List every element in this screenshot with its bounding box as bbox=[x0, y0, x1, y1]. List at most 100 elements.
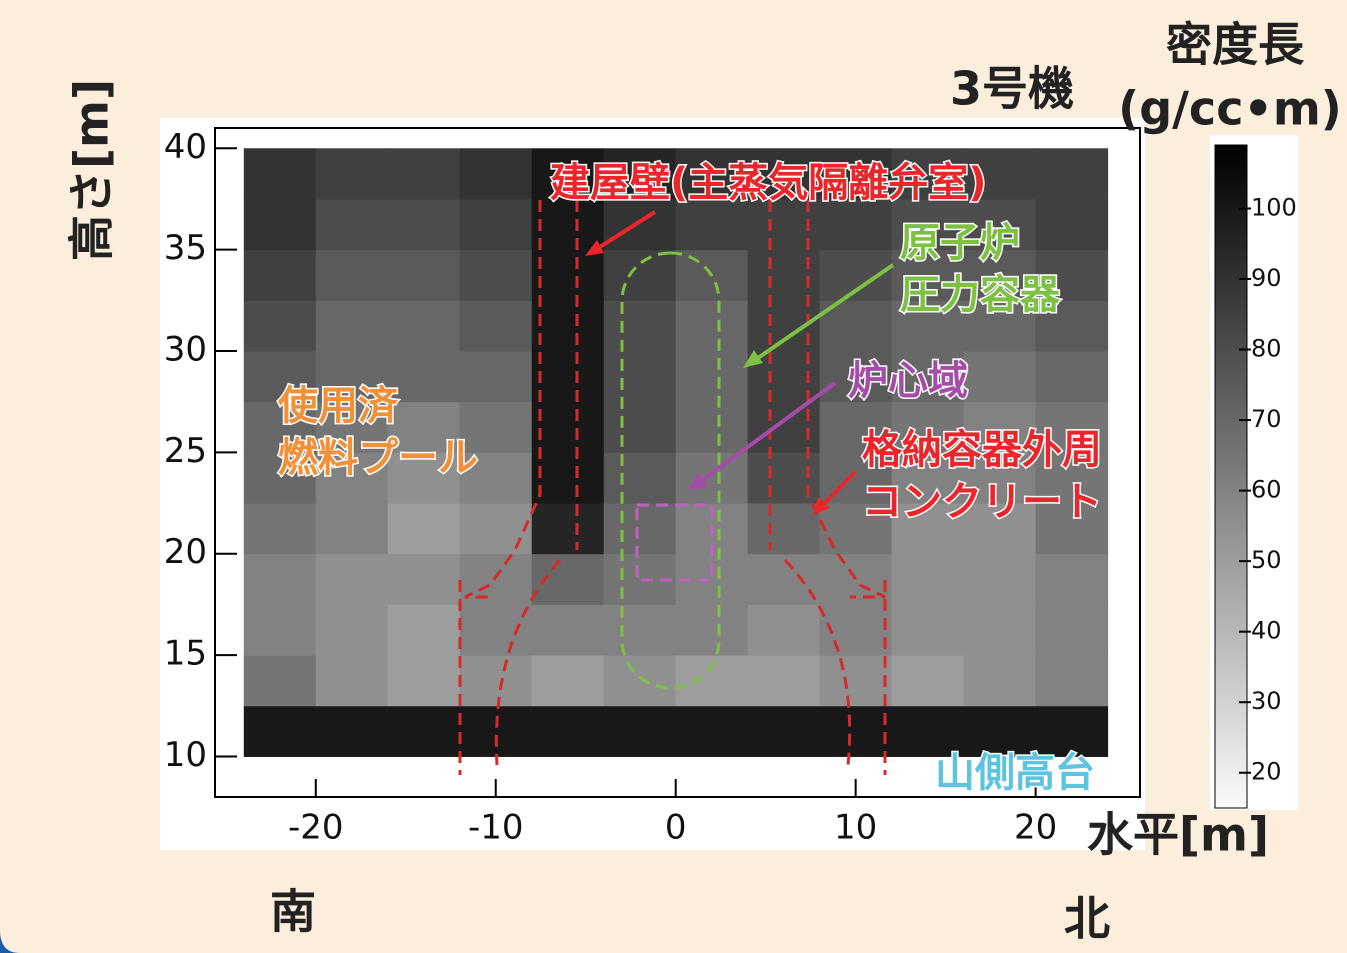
heat-cell bbox=[532, 250, 604, 301]
y-tick-label: 15 bbox=[164, 634, 207, 674]
heat-cell bbox=[964, 554, 1036, 605]
heat-cell bbox=[460, 655, 532, 706]
heat-cell bbox=[316, 706, 388, 757]
chart-title: 3号機 bbox=[950, 62, 1074, 116]
heat-cell bbox=[820, 655, 892, 706]
direction-label: 北 bbox=[1064, 892, 1110, 946]
heat-cell bbox=[676, 452, 748, 503]
heat-cell bbox=[388, 706, 460, 757]
heat-cell bbox=[892, 604, 964, 655]
heat-cell bbox=[244, 706, 316, 757]
x-axis-label: 水平[m] bbox=[1087, 808, 1269, 862]
heat-cell bbox=[532, 300, 604, 351]
colorbar-tick-label: 20 bbox=[1251, 758, 1282, 786]
heat-cell bbox=[460, 300, 532, 351]
heat-cell bbox=[748, 604, 820, 655]
heat-cell bbox=[316, 199, 388, 250]
y-tick-label: 20 bbox=[164, 532, 207, 572]
heat-cell bbox=[460, 250, 532, 301]
heat-cell bbox=[316, 655, 388, 706]
heat-cell bbox=[676, 402, 748, 453]
heat-cell bbox=[892, 554, 964, 605]
heat-cell bbox=[964, 655, 1036, 706]
y-tick-label: 40 bbox=[164, 127, 207, 167]
colorbar-tick-label: 90 bbox=[1251, 264, 1282, 292]
heat-cell bbox=[676, 706, 748, 757]
heat-cell bbox=[460, 503, 532, 554]
colorbar bbox=[1215, 145, 1247, 808]
heat-cell bbox=[460, 148, 532, 199]
annotation: コンクリート bbox=[862, 479, 1102, 525]
heat-cell bbox=[388, 604, 460, 655]
y-tick-label: 30 bbox=[164, 330, 207, 370]
heat-cell bbox=[244, 554, 316, 605]
heat-cell bbox=[244, 503, 316, 554]
heat-cell bbox=[388, 300, 460, 351]
colorbar-tick-label: 70 bbox=[1251, 405, 1282, 433]
heat-cell bbox=[748, 554, 820, 605]
x-tick-label: -10 bbox=[468, 808, 524, 848]
heat-cell bbox=[748, 706, 820, 757]
heat-cell bbox=[532, 199, 604, 250]
heat-cell bbox=[460, 199, 532, 250]
heat-cell bbox=[964, 351, 1036, 402]
heat-cell bbox=[748, 503, 820, 554]
heat-cell bbox=[964, 604, 1036, 655]
annotation: 建屋壁(主蒸気隔離弁室) bbox=[550, 160, 987, 206]
heat-cell bbox=[388, 250, 460, 301]
heat-cell bbox=[1036, 199, 1108, 250]
heat-cell bbox=[532, 351, 604, 402]
heat-cell bbox=[1036, 655, 1108, 706]
heat-cell bbox=[676, 199, 748, 250]
heat-cell bbox=[604, 199, 676, 250]
annotation: 原子炉 bbox=[900, 220, 1020, 266]
chart: 3号機 密度長 (g/cc•m) 水平[m] 高さ[m] 南 北 -20-100… bbox=[0, 0, 1347, 953]
colorbar-tick-label: 100 bbox=[1251, 193, 1297, 221]
colorbar-label: 密度長 bbox=[1166, 18, 1305, 72]
x-tick-label: 10 bbox=[834, 808, 877, 848]
heat-cell bbox=[532, 452, 604, 503]
heat-cell bbox=[316, 148, 388, 199]
colorbar-tick-label: 30 bbox=[1251, 687, 1282, 715]
heat-cell bbox=[676, 351, 748, 402]
y-axis-label: 高さ[m] bbox=[65, 79, 119, 261]
heat-cell bbox=[532, 655, 604, 706]
colorbar-label: (g/cc•m) bbox=[1118, 82, 1342, 136]
colorbar-tick-label: 80 bbox=[1251, 335, 1282, 363]
heat-cell bbox=[532, 706, 604, 757]
direction-label: 南 bbox=[270, 885, 316, 939]
annotation: 格納容器外周 bbox=[862, 427, 1102, 473]
heat-cell bbox=[604, 452, 676, 503]
heat-cell bbox=[460, 604, 532, 655]
heat-cell bbox=[604, 655, 676, 706]
heat-cell bbox=[532, 554, 604, 605]
heat-cell bbox=[604, 706, 676, 757]
y-tick-label: 35 bbox=[164, 228, 207, 268]
heat-cell bbox=[244, 655, 316, 706]
heat-cell bbox=[460, 706, 532, 757]
heat-cell bbox=[388, 554, 460, 605]
heat-cell bbox=[532, 604, 604, 655]
heat-cell bbox=[676, 604, 748, 655]
heat-cell bbox=[1036, 554, 1108, 605]
heat-cell bbox=[532, 503, 604, 554]
heat-cell bbox=[388, 148, 460, 199]
heat-cell bbox=[388, 503, 460, 554]
x-tick-label: 20 bbox=[1014, 808, 1057, 848]
heat-cell bbox=[460, 554, 532, 605]
heat-cell bbox=[892, 655, 964, 706]
annotation: 使用済 bbox=[278, 383, 399, 429]
heat-cell bbox=[1036, 351, 1108, 402]
heat-cell bbox=[388, 199, 460, 250]
heat-cell bbox=[244, 250, 316, 301]
heat-cell bbox=[604, 300, 676, 351]
heat-cell bbox=[748, 655, 820, 706]
annotation: 燃料プール bbox=[278, 435, 478, 481]
heat-cell bbox=[388, 351, 460, 402]
colorbar-tick-label: 60 bbox=[1251, 476, 1282, 504]
heat-cell bbox=[316, 503, 388, 554]
heat-cell bbox=[604, 604, 676, 655]
colorbar-tick-label: 50 bbox=[1251, 546, 1282, 574]
heat-cell bbox=[604, 402, 676, 453]
heat-cell bbox=[244, 148, 316, 199]
